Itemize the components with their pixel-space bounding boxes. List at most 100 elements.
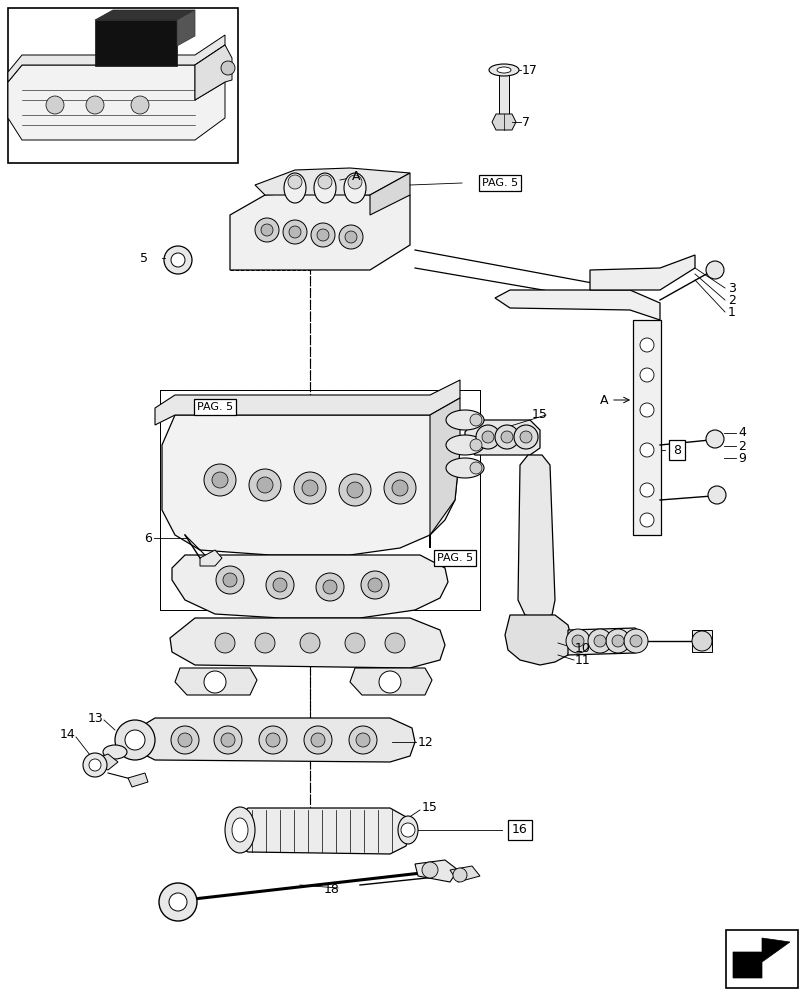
- Polygon shape: [195, 45, 232, 100]
- Text: 15: 15: [531, 408, 547, 422]
- Bar: [633, 320, 660, 535]
- Circle shape: [338, 474, 371, 506]
- Text: 13: 13: [87, 712, 103, 724]
- Circle shape: [565, 629, 590, 653]
- Text: 2: 2: [737, 440, 745, 452]
- Circle shape: [482, 431, 493, 443]
- Circle shape: [349, 726, 376, 754]
- Polygon shape: [568, 628, 644, 655]
- Circle shape: [171, 726, 199, 754]
- Circle shape: [384, 472, 415, 504]
- Text: PAG. 5: PAG. 5: [482, 178, 517, 188]
- Polygon shape: [370, 173, 410, 215]
- Circle shape: [345, 633, 365, 653]
- Circle shape: [83, 753, 107, 777]
- Circle shape: [294, 472, 325, 504]
- Polygon shape: [465, 420, 539, 455]
- Circle shape: [255, 633, 275, 653]
- Circle shape: [338, 225, 363, 249]
- Text: 17: 17: [521, 64, 537, 77]
- Circle shape: [355, 733, 370, 747]
- Circle shape: [639, 443, 653, 457]
- Circle shape: [178, 733, 191, 747]
- Polygon shape: [491, 114, 515, 130]
- Circle shape: [571, 635, 583, 647]
- Circle shape: [257, 477, 272, 493]
- Polygon shape: [517, 455, 554, 618]
- Text: 5: 5: [139, 251, 148, 264]
- Polygon shape: [499, 72, 508, 114]
- Circle shape: [46, 96, 64, 114]
- Text: 18: 18: [324, 883, 340, 896]
- Circle shape: [470, 462, 482, 474]
- Ellipse shape: [103, 745, 127, 759]
- Polygon shape: [449, 866, 479, 882]
- Polygon shape: [88, 754, 118, 770]
- Circle shape: [611, 635, 623, 647]
- Polygon shape: [95, 10, 195, 20]
- Ellipse shape: [232, 818, 247, 842]
- Circle shape: [367, 578, 381, 592]
- Circle shape: [311, 223, 335, 247]
- Circle shape: [86, 96, 104, 114]
- Circle shape: [259, 726, 286, 754]
- Text: A: A: [599, 393, 607, 406]
- Circle shape: [639, 483, 653, 497]
- Circle shape: [605, 629, 629, 653]
- Text: A: A: [351, 170, 360, 183]
- Circle shape: [453, 868, 466, 882]
- Circle shape: [519, 431, 531, 443]
- Circle shape: [125, 730, 145, 750]
- Text: 10: 10: [574, 642, 590, 654]
- Polygon shape: [230, 808, 410, 854]
- Circle shape: [249, 469, 281, 501]
- Circle shape: [272, 578, 286, 592]
- Text: 2: 2: [727, 294, 735, 306]
- Circle shape: [422, 862, 437, 878]
- Polygon shape: [135, 718, 414, 762]
- Circle shape: [639, 513, 653, 527]
- Text: 14: 14: [59, 728, 75, 742]
- Circle shape: [401, 823, 414, 837]
- Text: PAG. 5: PAG. 5: [197, 402, 233, 412]
- Circle shape: [345, 231, 357, 243]
- Circle shape: [89, 759, 101, 771]
- Circle shape: [639, 338, 653, 352]
- Circle shape: [255, 218, 279, 242]
- Circle shape: [705, 430, 723, 448]
- Polygon shape: [155, 380, 460, 425]
- Bar: [95, 20, 177, 66]
- Circle shape: [214, 726, 242, 754]
- Circle shape: [639, 368, 653, 382]
- Polygon shape: [200, 550, 221, 566]
- Ellipse shape: [445, 410, 483, 430]
- Circle shape: [346, 482, 363, 498]
- Bar: [8, 8, 238, 163]
- Polygon shape: [430, 398, 460, 548]
- Polygon shape: [732, 938, 789, 978]
- Text: 1: 1: [727, 306, 735, 318]
- Circle shape: [691, 631, 711, 651]
- Circle shape: [171, 253, 185, 267]
- Polygon shape: [255, 168, 410, 195]
- Circle shape: [594, 635, 605, 647]
- Circle shape: [159, 883, 197, 921]
- Circle shape: [587, 629, 611, 653]
- Text: 9: 9: [737, 452, 745, 464]
- Ellipse shape: [225, 807, 255, 853]
- Polygon shape: [691, 630, 711, 652]
- Circle shape: [283, 220, 307, 244]
- Polygon shape: [195, 45, 225, 100]
- Circle shape: [318, 175, 332, 189]
- Ellipse shape: [496, 67, 510, 73]
- Circle shape: [705, 261, 723, 279]
- Polygon shape: [169, 618, 444, 668]
- Circle shape: [260, 224, 272, 236]
- Circle shape: [348, 175, 362, 189]
- Text: 11: 11: [574, 654, 590, 666]
- Ellipse shape: [344, 173, 366, 203]
- Ellipse shape: [397, 816, 418, 844]
- Circle shape: [311, 733, 324, 747]
- Polygon shape: [230, 192, 410, 270]
- Polygon shape: [590, 255, 694, 290]
